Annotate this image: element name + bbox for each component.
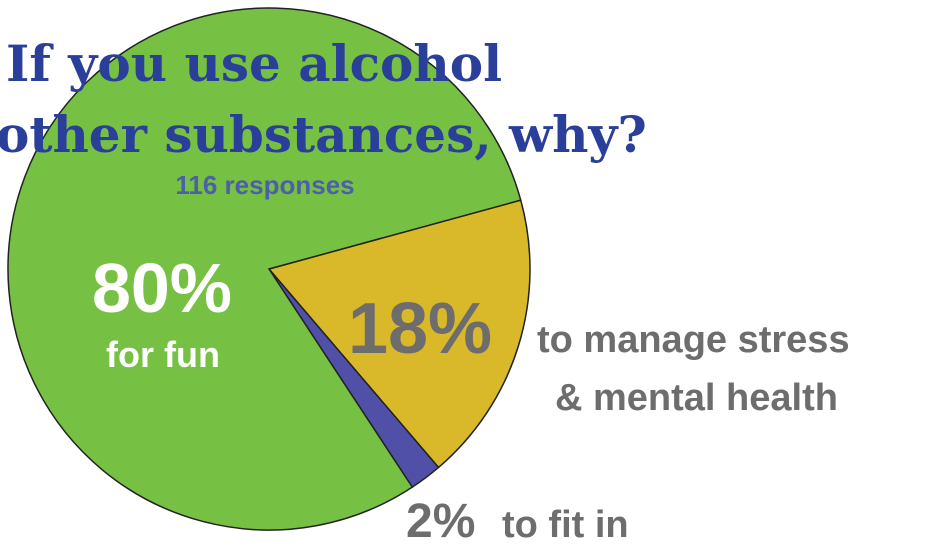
pie-slice-for-fun — [7, 7, 522, 531]
slice-label-stress-line-1: to manage stress — [537, 319, 850, 361]
pie-slice-manage-stress — [267, 199, 531, 469]
slice-label-stress-line-2: & mental health — [555, 377, 838, 419]
slice-label-fitin-pct: 2% — [406, 495, 475, 548]
slice-label-fun: for fun — [106, 334, 220, 375]
pie-slices — [7, 7, 531, 531]
slice-label-fun-pct: 80% — [92, 249, 232, 327]
chart-title-line-1: If you use alcohol — [6, 34, 502, 93]
chart-subtitle: 116 responses — [175, 170, 354, 200]
slice-label-stress-pct: 18% — [348, 289, 492, 369]
chart-title-line-2: other substances, why? — [0, 105, 647, 164]
slice-label-fitin: to fit in — [502, 504, 629, 546]
